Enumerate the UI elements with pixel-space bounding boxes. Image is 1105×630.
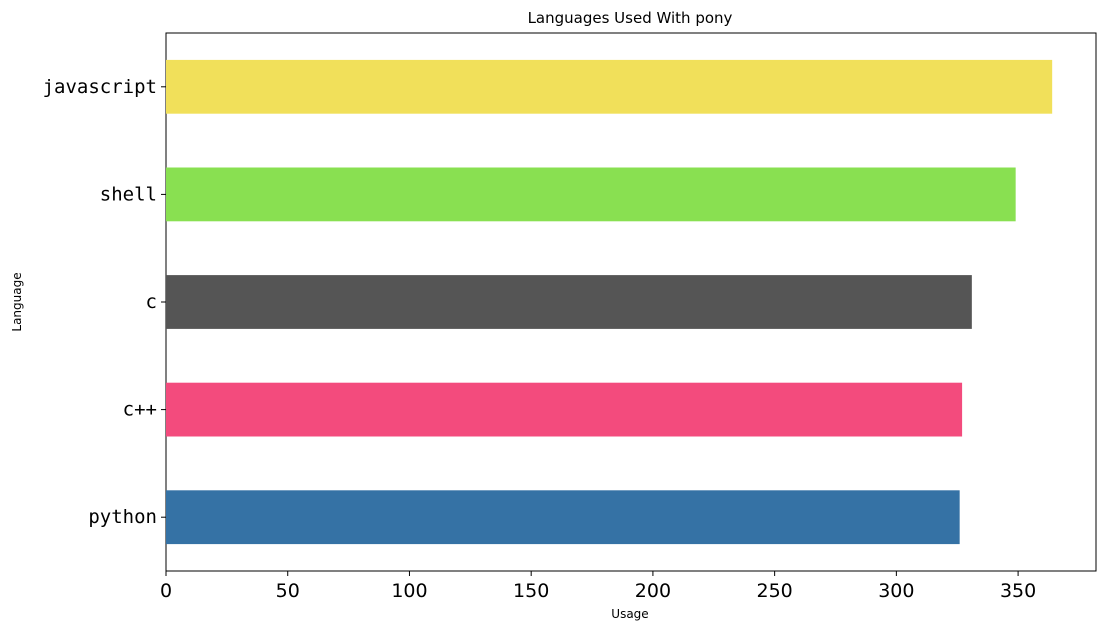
x-ticks-group: 0 50 100 150 200 250 300 350 bbox=[160, 571, 1036, 602]
bars-group bbox=[166, 59, 1053, 545]
x-tick-label: 150 bbox=[513, 580, 549, 602]
y-tick-label: javascript bbox=[43, 76, 157, 98]
y-tick-label: python bbox=[88, 506, 157, 528]
bar-javascript bbox=[166, 59, 1053, 114]
bar-python bbox=[166, 490, 960, 545]
bar-cplusplus bbox=[166, 382, 963, 437]
y-tick-label: c bbox=[146, 291, 157, 313]
x-tick-label: 50 bbox=[276, 580, 300, 602]
x-axis-label: Usage bbox=[611, 607, 648, 621]
bar-shell bbox=[166, 167, 1016, 222]
x-tick-label: 200 bbox=[635, 580, 671, 602]
y-tick-label: c++ bbox=[123, 399, 157, 421]
y-axis-label: Language bbox=[10, 272, 24, 331]
chart-title: Languages Used With pony bbox=[528, 9, 733, 27]
y-tick-label: shell bbox=[100, 183, 157, 205]
x-tick-label: 350 bbox=[1000, 580, 1036, 602]
x-tick-label: 250 bbox=[757, 580, 793, 602]
bar-c bbox=[166, 275, 972, 329]
x-tick-label: 300 bbox=[878, 580, 914, 602]
x-tick-label: 0 bbox=[160, 580, 172, 602]
y-ticks-group: python c++ c shell javascript bbox=[43, 76, 166, 528]
x-tick-label: 100 bbox=[391, 580, 427, 602]
